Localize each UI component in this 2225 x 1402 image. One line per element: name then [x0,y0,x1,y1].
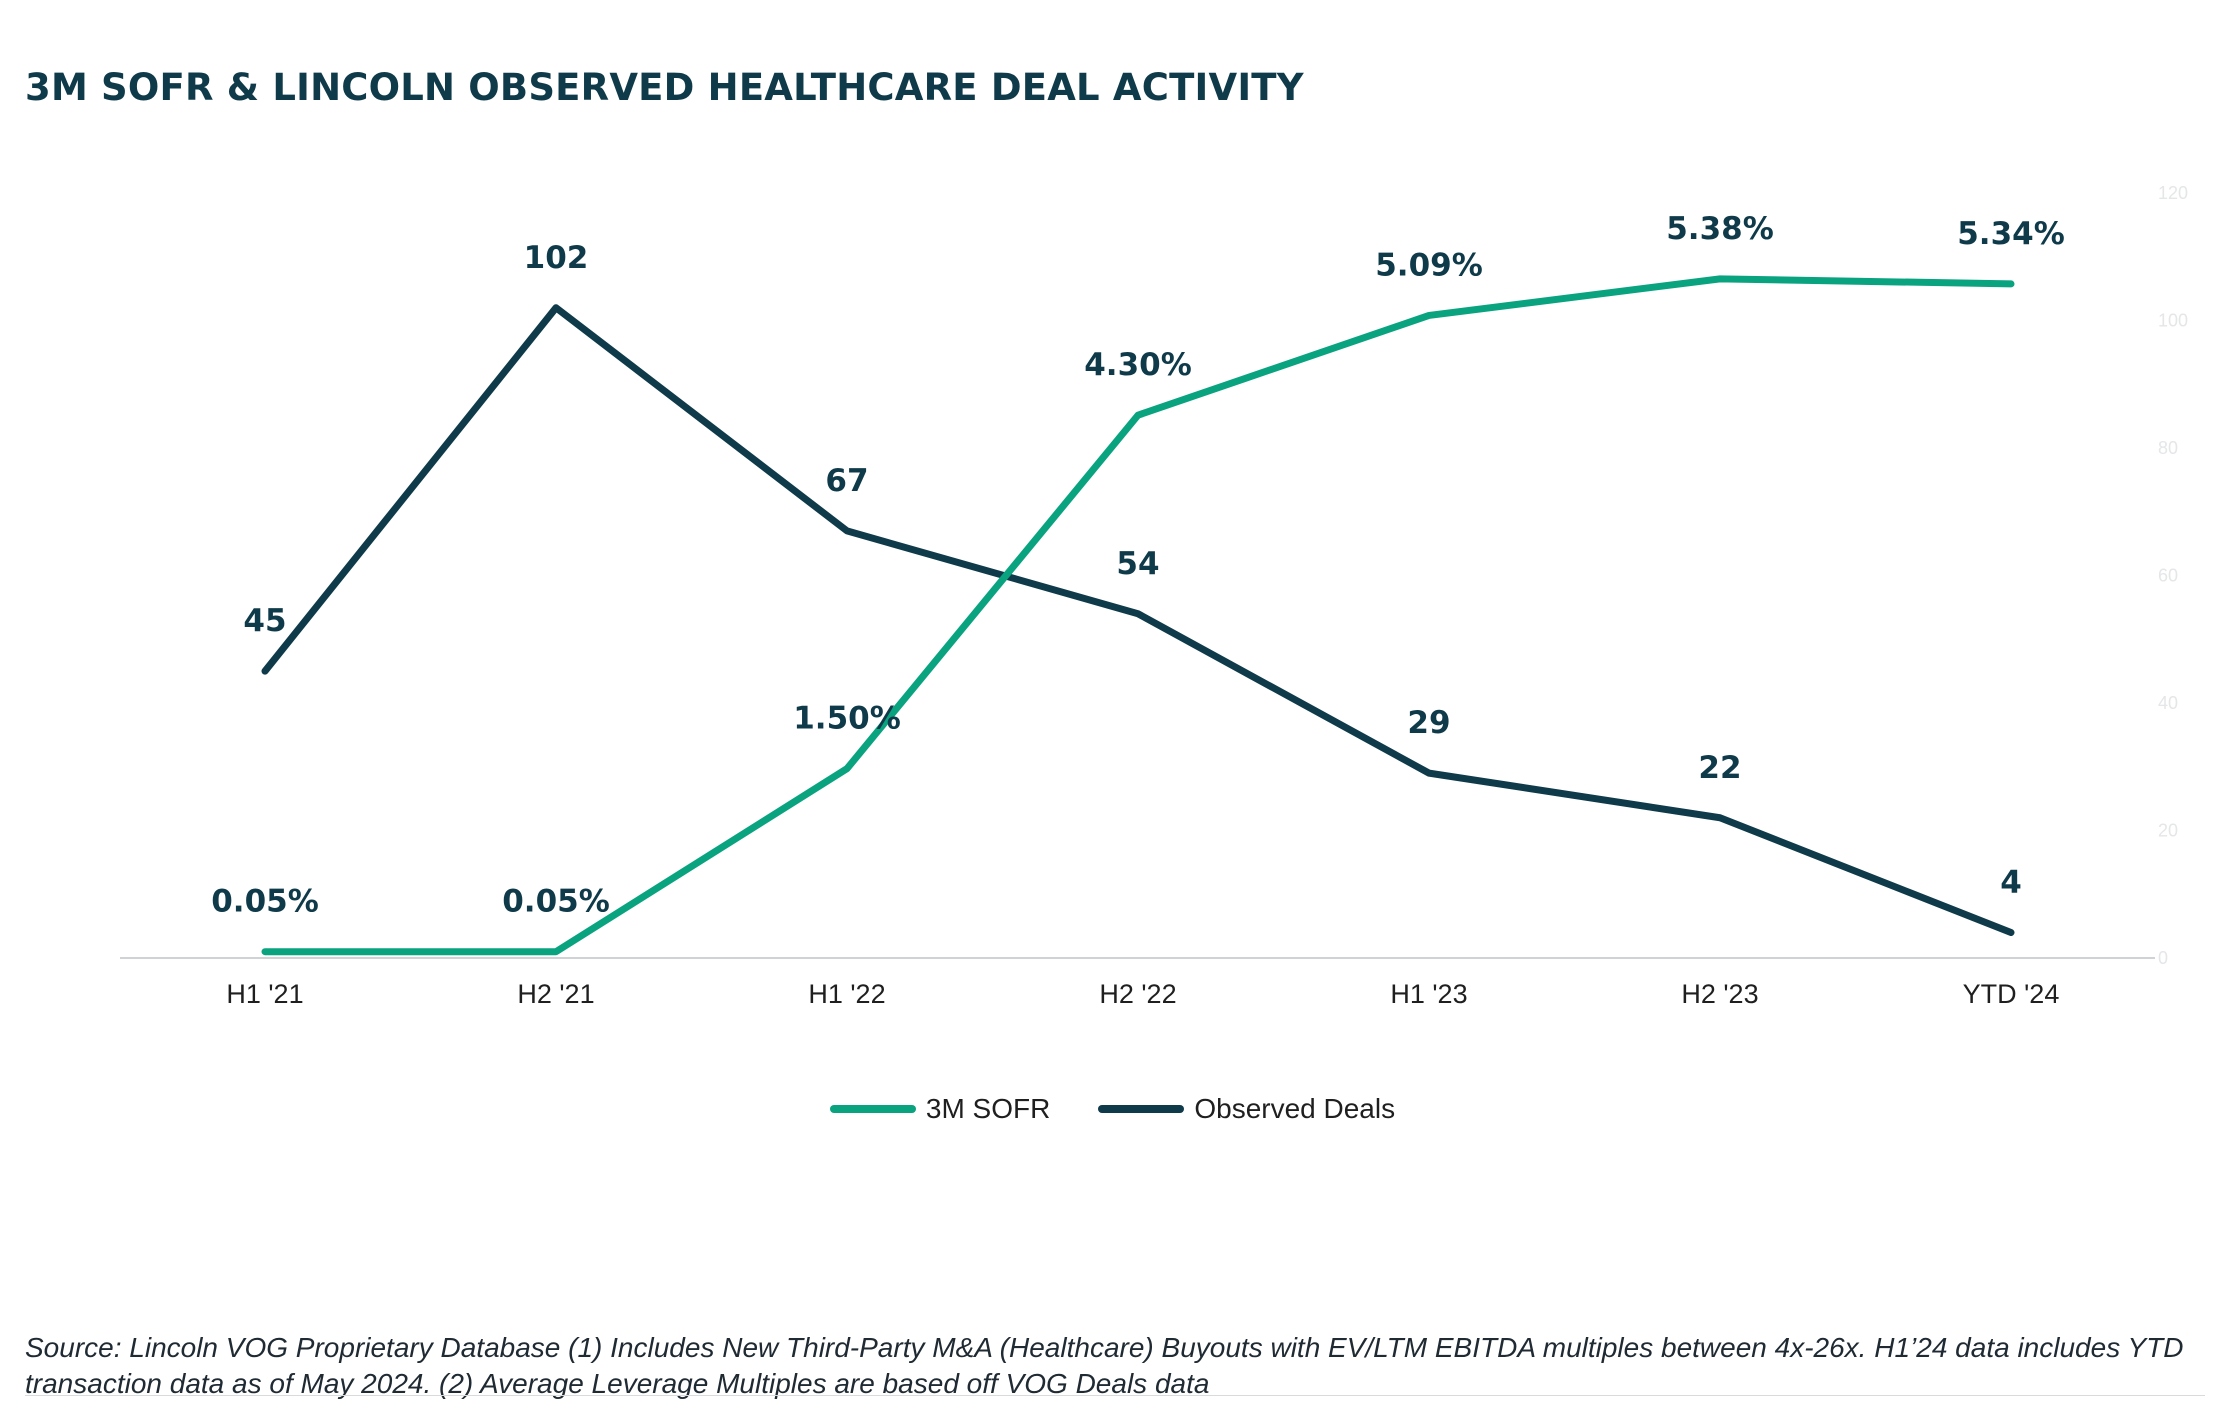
series-line-3m-sofr [261,275,2015,956]
series-line-observed-deals [261,304,2015,936]
x-axis-tick-labels: H1 '21 H2 '21 H1 '22 H2 '22 H1 '23 H2 '23 YTD … [226,979,2059,1009]
data-label-deals-0: 45 [243,603,286,639]
data-label-sofr-3: 4.30% [1084,347,1192,383]
right-axis-tick-5: 100 [2158,311,2188,331]
bottom-divider [25,1395,2205,1396]
legend-item-deals[interactable]: Observed Deals [1098,1093,1395,1125]
legend-swatch-sofr [829,1105,916,1113]
data-label-sofr-4: 5.09% [1375,247,1483,283]
x-tick-label-0: H1 '21 [226,979,303,1009]
legend-swatch-deals [1098,1105,1185,1113]
x-tick-label-2: H1 '22 [808,979,885,1009]
source-note: Source: Lincoln VOG Proprietary Database… [25,1332,2184,1399]
chart-title: 3M SOFR & LINCOLN OBSERVED HEALTHCARE DE… [25,66,1304,109]
x-tick-label-6: YTD '24 [1963,979,2060,1009]
legend: 3M SOFR Observed Deals [0,1093,2225,1125]
x-tick-label-4: H1 '23 [1390,979,1467,1009]
data-label-deals-2: 67 [825,463,868,499]
x-tick-label-1: H2 '21 [517,979,594,1009]
data-label-deals-3: 54 [1116,546,1159,582]
data-label-deals-6: 4 [2000,865,2022,901]
x-tick-label-3: H2 '22 [1099,979,1176,1009]
x-tick-label-5: H2 '23 [1681,979,1758,1009]
right-axis-tick-3: 60 [2158,566,2178,586]
right-axis-tick-2: 40 [2158,693,2178,713]
right-axis-tick-6: 120 [2158,183,2188,203]
right-axis-tick-4: 80 [2158,438,2178,458]
data-label-deals-5: 22 [1698,750,1741,786]
right-axis-tick-1: 20 [2158,821,2178,841]
legend-label-sofr: 3M SOFR [925,1093,1051,1124]
legend-item-sofr[interactable]: 3M SOFR [829,1093,1051,1125]
data-label-sofr-0: 0.05% [211,884,319,920]
data-label-deals-4: 29 [1407,705,1450,741]
data-label-sofr-5: 5.38% [1666,211,1774,247]
data-labels: 45 102 67 54 29 22 4 0.05% 0.05% 1.50% 4.30% 5.09% 5… [211,211,2065,920]
right-axis-tick-0: 0 [2158,948,2168,968]
line-chart: 0 20 40 60 80 100 120 H1 '21 H2 '21 H1 '22 H2 '22… [120,183,2188,1009]
legend-label-deals: Observed Deals [1194,1093,1396,1124]
data-label-sofr-1: 0.05% [502,884,610,920]
data-label-sofr-6: 5.34% [1957,216,2065,252]
series-lines [261,275,2015,956]
data-label-deals-1: 102 [524,240,589,276]
right-axis-ticks: 0 20 40 60 80 100 120 [2158,183,2188,968]
data-label-sofr-2: 1.50% [793,701,901,737]
